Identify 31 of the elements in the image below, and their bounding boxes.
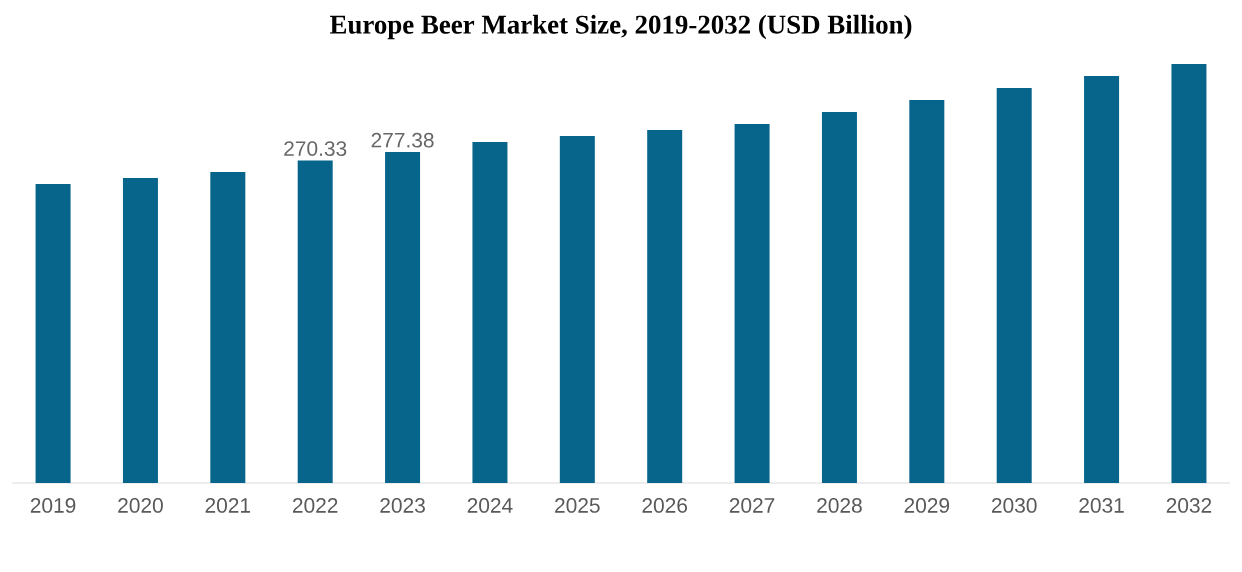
x-tick-label: 2020 [118, 498, 163, 513]
bar [297, 160, 333, 483]
bar [472, 142, 508, 483]
x-tick-label: 2028 [817, 498, 862, 513]
x-tick-label: 2026 [642, 498, 688, 513]
bar [385, 151, 421, 483]
bar [734, 124, 770, 483]
data-label: 277.38 [371, 132, 434, 148]
bar [996, 87, 1032, 483]
bar [1171, 63, 1207, 483]
x-tick-label: 2021 [205, 498, 251, 513]
data-label: 270.33 [284, 141, 347, 156]
x-tick-label: 2019 [30, 498, 76, 513]
x-tick-label: 2027 [729, 498, 775, 513]
chart-title: Europe Beer Market Size, 2019-2032 (USD Billion) [329, 14, 912, 40]
x-tick-label: 2031 [1079, 498, 1124, 513]
bar [909, 100, 945, 483]
x-tick-label: 2029 [904, 498, 950, 513]
bar [1084, 76, 1120, 483]
bar [122, 177, 158, 483]
bar [35, 184, 71, 483]
bar [647, 129, 683, 483]
bar [559, 135, 595, 483]
x-tick-label: 2022 [292, 498, 338, 513]
x-tick-label: 2032 [1166, 498, 1212, 513]
x-tick-label: 2025 [555, 498, 600, 513]
bar [210, 171, 246, 483]
x-tick-label: 2024 [467, 498, 513, 513]
x-tick-label: 2023 [380, 498, 425, 513]
x-tick-label: 2030 [991, 498, 1037, 513]
bar [821, 111, 857, 483]
